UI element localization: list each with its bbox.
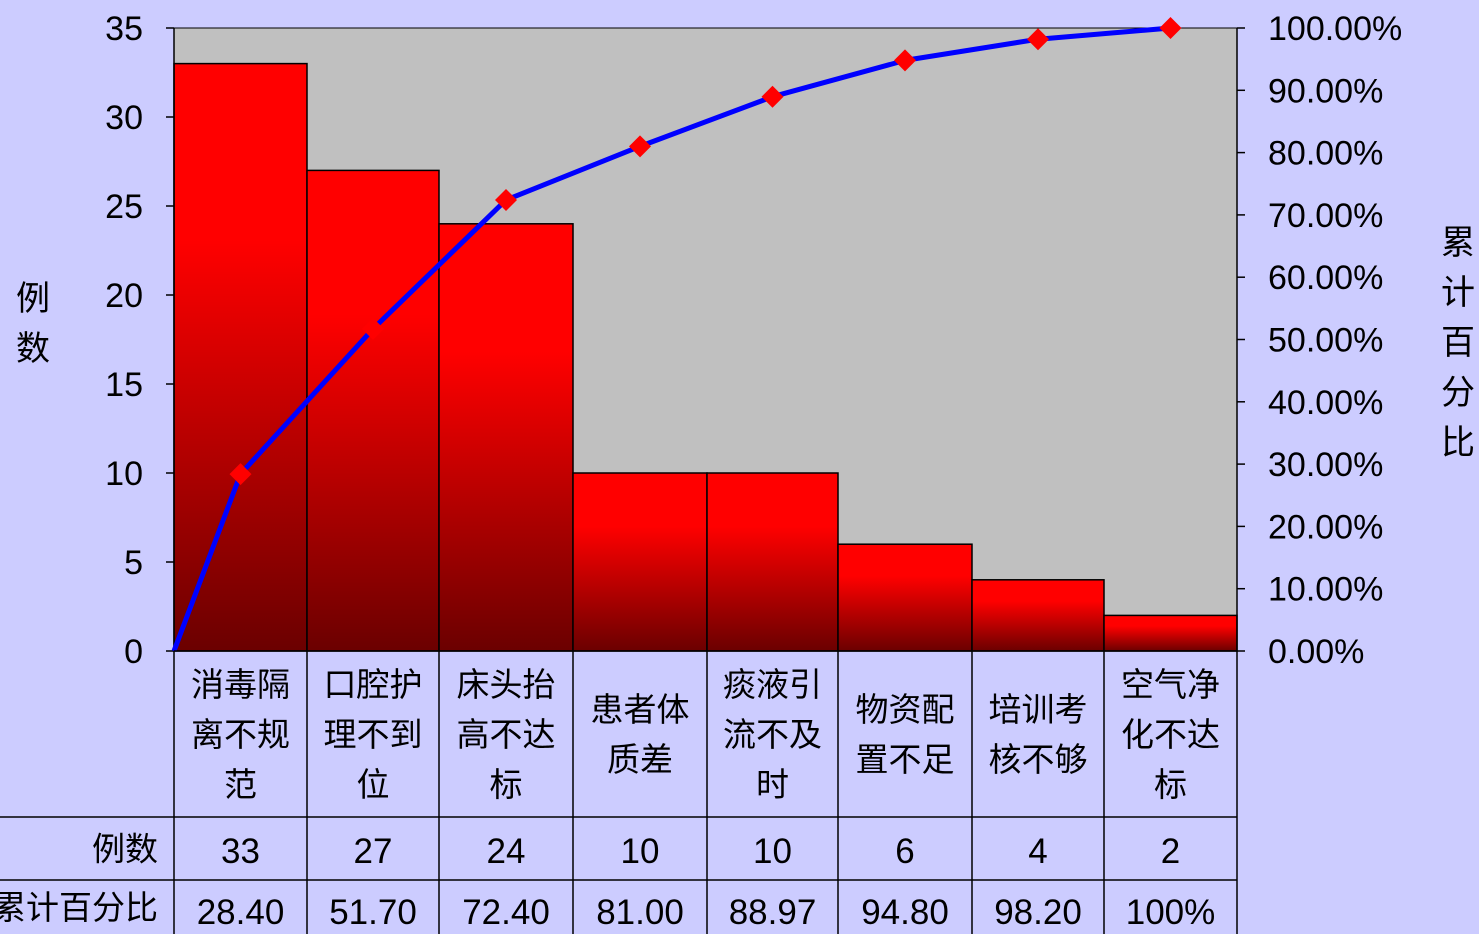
table-cell: 100% — [1126, 893, 1216, 932]
category-label: 床头抬 — [457, 665, 556, 704]
cumulative-point — [1027, 28, 1049, 51]
bar-5 — [706, 472, 839, 652]
right-tick-label: 60.00% — [1268, 259, 1383, 297]
right-tick-label: 100.00% — [1268, 10, 1402, 48]
bar-7 — [971, 579, 1105, 652]
right-tick-label: 90.00% — [1268, 72, 1383, 110]
right-tick-label: 50.00% — [1268, 322, 1383, 360]
table-cell: 10 — [753, 832, 792, 871]
bar-2 — [306, 169, 440, 652]
right-tick-label: 10.00% — [1268, 571, 1383, 609]
category-label: 化不达 — [1121, 715, 1220, 754]
category-label: 消毒隔 — [191, 665, 290, 704]
right-tick-label: 70.00% — [1268, 197, 1383, 235]
table-cell: 10 — [621, 832, 660, 871]
right-tick-label: 20.00% — [1268, 508, 1383, 546]
category-label: 高不达 — [457, 715, 556, 754]
table-cell: 72.40 — [462, 893, 550, 932]
category-label: 核不够 — [989, 740, 1088, 779]
table-cell: 27 — [354, 832, 393, 871]
cumulative-point — [629, 135, 651, 158]
category-label: 培训考 — [989, 690, 1088, 729]
category-label: 患者体 — [591, 690, 690, 729]
category-label: 痰液引 — [723, 665, 822, 704]
table-cell: 88.97 — [729, 893, 817, 932]
category-label: 标 — [1154, 765, 1187, 804]
left-tick-label: 0 — [124, 633, 143, 671]
left-axis-ticks: 0 5 10 15 20 25 30 35 — [105, 10, 174, 671]
table-cell: 4 — [1028, 832, 1047, 871]
cumulative-point — [1159, 17, 1182, 39]
category-label: 理不到 — [324, 715, 423, 754]
right-tick-label: 30.00% — [1268, 446, 1383, 484]
cumulative-line-series — [171, 17, 1182, 652]
table-cell: 51.70 — [329, 893, 417, 932]
category-label: 空气净 — [1121, 665, 1220, 704]
left-tick-label: 35 — [105, 10, 143, 48]
bar-3 — [438, 223, 574, 652]
left-axis-label: 例数 — [16, 279, 50, 369]
right-tick-label: 80.00% — [1268, 135, 1383, 173]
right-tick-label: 0.00% — [1268, 633, 1364, 671]
category-label: 时 — [756, 765, 789, 804]
table-cell: 6 — [895, 832, 914, 871]
table-row-header: 例数 — [92, 830, 158, 869]
table-cell: 98.20 — [994, 893, 1082, 932]
left-tick-label: 20 — [105, 277, 143, 315]
cumulative-point — [362, 317, 384, 340]
table-cell: 81.00 — [596, 893, 684, 932]
left-tick-label: 30 — [105, 99, 143, 137]
table-cell: 28.40 — [197, 893, 285, 932]
cumulative-point — [229, 463, 252, 486]
category-label: 范 — [224, 765, 257, 804]
left-tick-label: 5 — [124, 544, 143, 582]
category-label: 离不规 — [191, 715, 290, 754]
category-label: 物资配 — [856, 690, 955, 729]
right-tick-label: 40.00% — [1268, 384, 1383, 422]
table-cell: 2 — [1161, 832, 1180, 871]
category-label: 位 — [357, 765, 390, 804]
category-label: 质差 — [607, 740, 673, 779]
category-label: 置不足 — [856, 740, 955, 779]
bar-4 — [572, 472, 708, 652]
table-cell: 24 — [487, 832, 526, 871]
left-tick-label: 25 — [105, 188, 143, 226]
left-tick-label: 10 — [105, 455, 143, 493]
bar-series — [173, 62, 1238, 652]
table-row-header: 累计百分比 — [0, 888, 158, 927]
table-cell: 94.80 — [861, 893, 949, 932]
right-axis-ticks: 0.00% 10.00% 20.00% 30.00% 40.00% 50.00% 60.00… — [1237, 10, 1402, 671]
cumulative-point — [495, 188, 517, 211]
bar-1 — [173, 62, 308, 652]
category-label: 口腔护 — [324, 665, 423, 704]
category-label: 标 — [490, 765, 523, 804]
category-label: 流不及 — [723, 715, 822, 754]
left-tick-label: 15 — [105, 366, 143, 404]
cumulative-point — [761, 85, 784, 108]
right-axis-label: 累计百分比 — [1441, 223, 1475, 463]
cumulative-point — [894, 49, 916, 72]
table-cell: 33 — [221, 832, 260, 871]
bar-8 — [1103, 614, 1238, 652]
bar-6 — [837, 543, 973, 652]
